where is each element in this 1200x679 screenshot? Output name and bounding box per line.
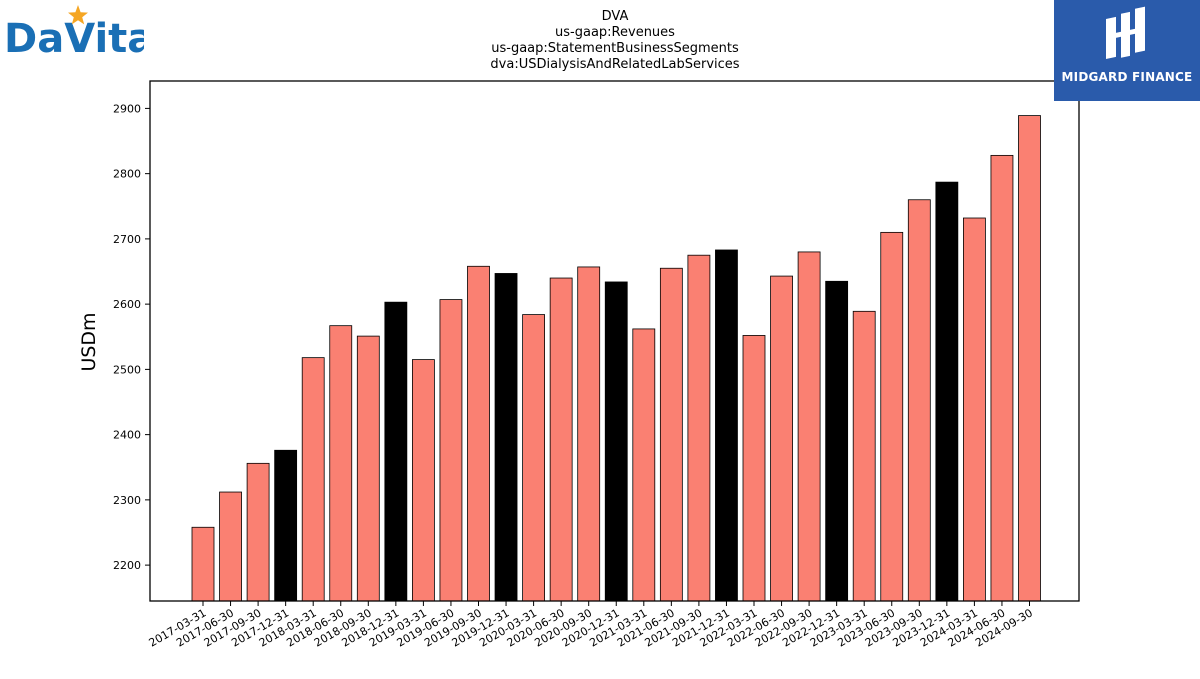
midgard-logo-text: MIDGARD FINANCE — [1061, 70, 1193, 84]
bar-2020-06-30 — [549, 277, 573, 602]
bar-2022-06-30 — [770, 275, 793, 602]
bar-2024-03-31 — [963, 217, 986, 602]
y-tick-label: 2600 — [113, 298, 141, 311]
chart-title-line-4: dva:USDialysisAndRelatedLabServices — [490, 57, 739, 72]
bar-2023-12-31 — [935, 181, 959, 602]
bar-2017-06-30 — [219, 491, 242, 602]
bar-2021-06-30 — [659, 267, 683, 602]
y-tick-label: 2400 — [113, 429, 141, 442]
bar-2018-12-31 — [384, 301, 408, 602]
bar-2023-03-31 — [852, 310, 876, 602]
bar-2023-06-30 — [880, 231, 904, 602]
y-tick-label: 2700 — [113, 233, 141, 246]
bar-2023-09-30 — [907, 199, 931, 602]
y-tick-label: 2300 — [113, 494, 141, 507]
bar-2022-09-30 — [797, 251, 821, 602]
davita-logo-text: DaVita — [4, 16, 144, 60]
y-axis: 2200 2300 2400 2500 2600 2700 2800 2900 — [113, 102, 150, 572]
bar-2020-03-31 — [522, 314, 545, 602]
bar-2017-09-30 — [246, 462, 270, 602]
bar-2021-12-31 — [715, 249, 738, 602]
plot-frame — [149, 80, 1080, 602]
chart-title: DVA us-gaap:Revenues us-gaap:StatementBu… — [490, 9, 739, 72]
y-tick-label: 2900 — [113, 102, 141, 115]
bar-2018-06-30 — [329, 325, 353, 602]
davita-logo: DaVita — [4, 4, 154, 62]
bar-2020-09-30 — [577, 266, 601, 602]
x-axis: 2017-03-312017-06-302017-09-302017-12-31… — [147, 601, 1035, 650]
chart-title-line-1: DVA — [602, 9, 629, 24]
bar-2019-03-31 — [411, 359, 435, 602]
chart-title-line-2: us-gaap:Revenues — [555, 25, 675, 40]
bar-2018-09-30 — [356, 335, 380, 602]
midgard-finance-logo: MIDGARD FINANCE — [1054, 0, 1200, 101]
y-tick-label: 2800 — [113, 168, 141, 181]
bar-2022-03-31 — [742, 335, 766, 602]
bar-2024-06-30 — [990, 154, 1014, 602]
bar-2021-09-30 — [687, 254, 711, 602]
bar-2022-12-31 — [825, 280, 849, 602]
bar-2024-09-30 — [1018, 115, 1041, 602]
star-icon — [68, 5, 88, 25]
bars — [191, 115, 1041, 602]
chart-title-line-3: us-gaap:StatementBusinessSegments — [491, 41, 739, 56]
bar-2021-03-31 — [632, 328, 656, 602]
y-tick-label: 2200 — [113, 559, 141, 572]
bar-2019-06-30 — [439, 299, 463, 602]
bar-2020-12-31 — [604, 281, 628, 602]
bar-2019-09-30 — [467, 265, 490, 602]
bar-2017-03-31 — [191, 526, 215, 602]
bar-2018-03-31 — [301, 357, 325, 602]
bar-2017-12-31 — [274, 449, 298, 602]
midgard-emblem-icon — [1106, 6, 1145, 59]
y-tick-label: 2500 — [113, 363, 141, 376]
y-axis-label: USDm — [78, 312, 100, 371]
bar-2019-12-31 — [494, 273, 518, 602]
